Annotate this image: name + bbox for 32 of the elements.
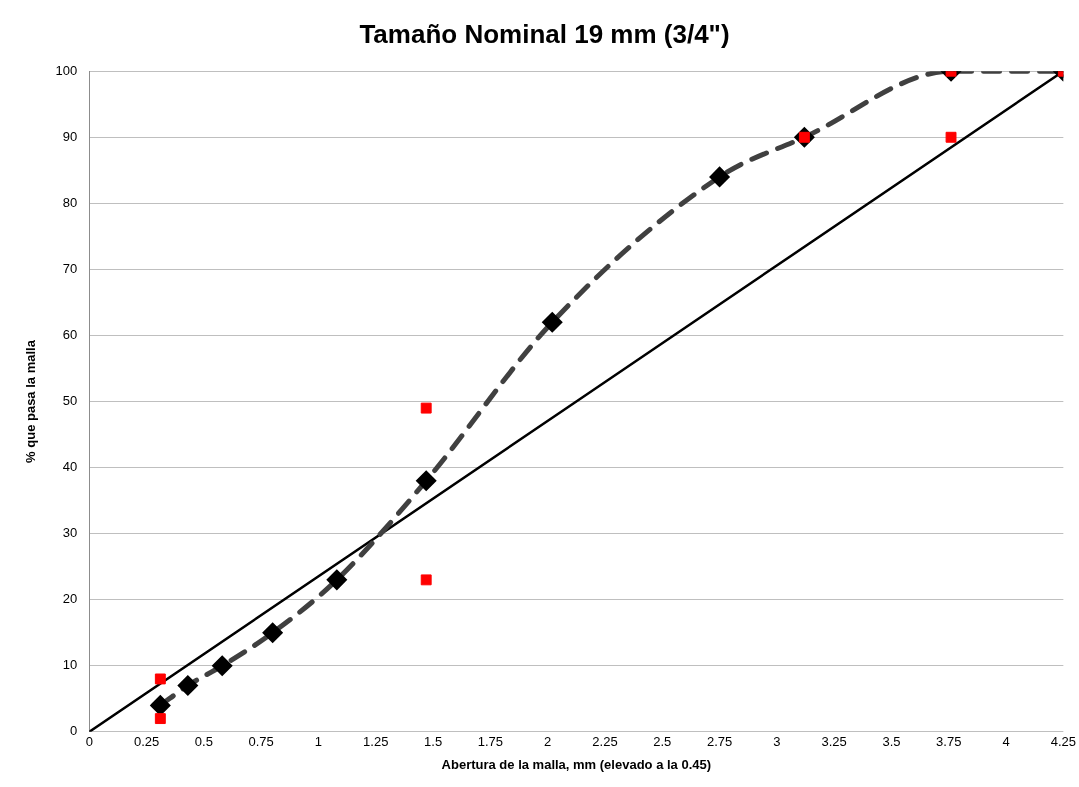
x-tick-label: 2.5 [653,734,672,750]
x-tick-label: 1.75 [477,734,504,750]
y-tick-label: 60 [62,327,78,343]
x-tick-label: 3.5 [882,734,901,750]
x-tick-label: 1 [314,734,323,750]
x-tick-label: 0 [85,734,93,750]
chart-title: Tamaño Nominal 19 mm (3/4") [359,18,730,49]
x-tick-label: 2 [544,734,552,750]
x-tick-label: 0.25 [133,734,160,750]
y-tick-label: 20 [62,591,78,607]
x-tick-label: 4 [1002,734,1010,750]
y-tick-label: 0 [70,723,78,739]
x-tick-label: 1.25 [363,734,389,750]
x-tick-label: 4.25 [1050,734,1077,750]
y-tick-label: 100 [55,62,78,78]
x-tick-label: 1.5 [424,734,443,750]
y-tick-label: 90 [62,128,78,144]
x-axis-title: Abertura de la malla, mm (elevado a la 0.45) [441,756,712,772]
x-tick-label: 2.75 [706,734,733,750]
y-tick-label: 30 [62,525,78,541]
y-tick-label: 40 [62,459,78,475]
x-tick-label: 0.75 [248,734,274,750]
y-tick-label: 50 [62,393,78,409]
y-tick-label: 10 [62,657,78,673]
x-tick-label: 3.25 [821,734,847,750]
x-tick-label: 2.25 [592,734,618,750]
y-axis-title: % que pasa la malla [23,339,39,463]
x-tick-label: 3.75 [936,734,962,750]
x-tick-label: 0.5 [194,734,213,750]
y-tick-label: 70 [62,260,78,276]
x-tick-label: 3 [773,734,781,750]
y-tick-label: 80 [62,194,78,210]
